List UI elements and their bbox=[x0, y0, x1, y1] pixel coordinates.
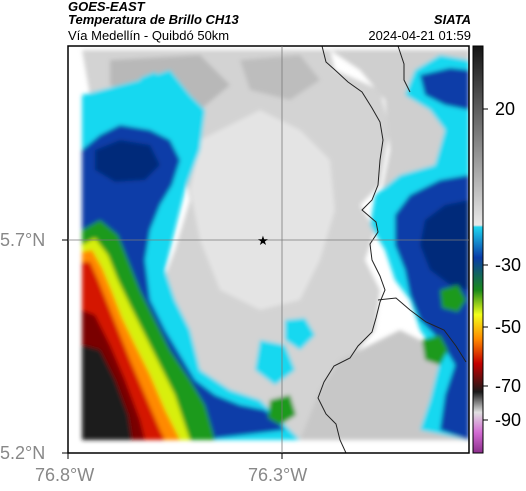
black-core-west bbox=[82, 345, 132, 440]
route-subtitle: Vía Medellín - Quibdó 50km bbox=[68, 28, 230, 43]
border-line-east-2 bbox=[377, 297, 467, 363]
dark-blue-core-east bbox=[420, 200, 469, 290]
datetime-label: 2024-04-21 01:59 bbox=[368, 28, 471, 43]
dark-blue-core-nw bbox=[95, 140, 160, 182]
map-frame bbox=[67, 45, 470, 454]
cyan-patch-northeast bbox=[140, 72, 165, 98]
satellite-field bbox=[68, 46, 469, 453]
cyan-patch-south-2 bbox=[255, 340, 295, 385]
warm-cloud-region-light bbox=[190, 110, 335, 310]
colorbar-label: 20 bbox=[495, 99, 516, 119]
satellite-title: GOES-EAST bbox=[68, 0, 145, 14]
lon-label-76-3: 76.3°W bbox=[248, 465, 308, 485]
colorbar-label: -70 bbox=[495, 376, 522, 396]
lat-label-5-2: 5.2°N bbox=[0, 443, 46, 463]
border-line bbox=[317, 46, 386, 453]
cold-cloud-east-small bbox=[420, 68, 469, 110]
colorbar-label: -90 bbox=[495, 410, 522, 430]
border-line-east bbox=[397, 46, 411, 93]
green-patch-east-1 bbox=[440, 285, 466, 312]
colorbar-label: -50 bbox=[495, 317, 522, 337]
source-label: SIATA bbox=[433, 12, 471, 27]
star-icon: ★ bbox=[257, 234, 269, 249]
colorbar-label: -30 bbox=[495, 255, 522, 275]
product-title: Temperatura de Brillo CH13 bbox=[68, 12, 239, 27]
colorbar bbox=[472, 45, 484, 454]
cyan-patch-south bbox=[285, 318, 315, 350]
lon-label-76-8: 76.8°W bbox=[35, 465, 95, 485]
warm-cloud-region-darker-2 bbox=[240, 55, 320, 100]
lat-label-5-7: 5.7°N bbox=[0, 230, 46, 250]
green-patch-east-2 bbox=[422, 335, 448, 365]
brightness-temperature-layer bbox=[82, 50, 469, 440]
